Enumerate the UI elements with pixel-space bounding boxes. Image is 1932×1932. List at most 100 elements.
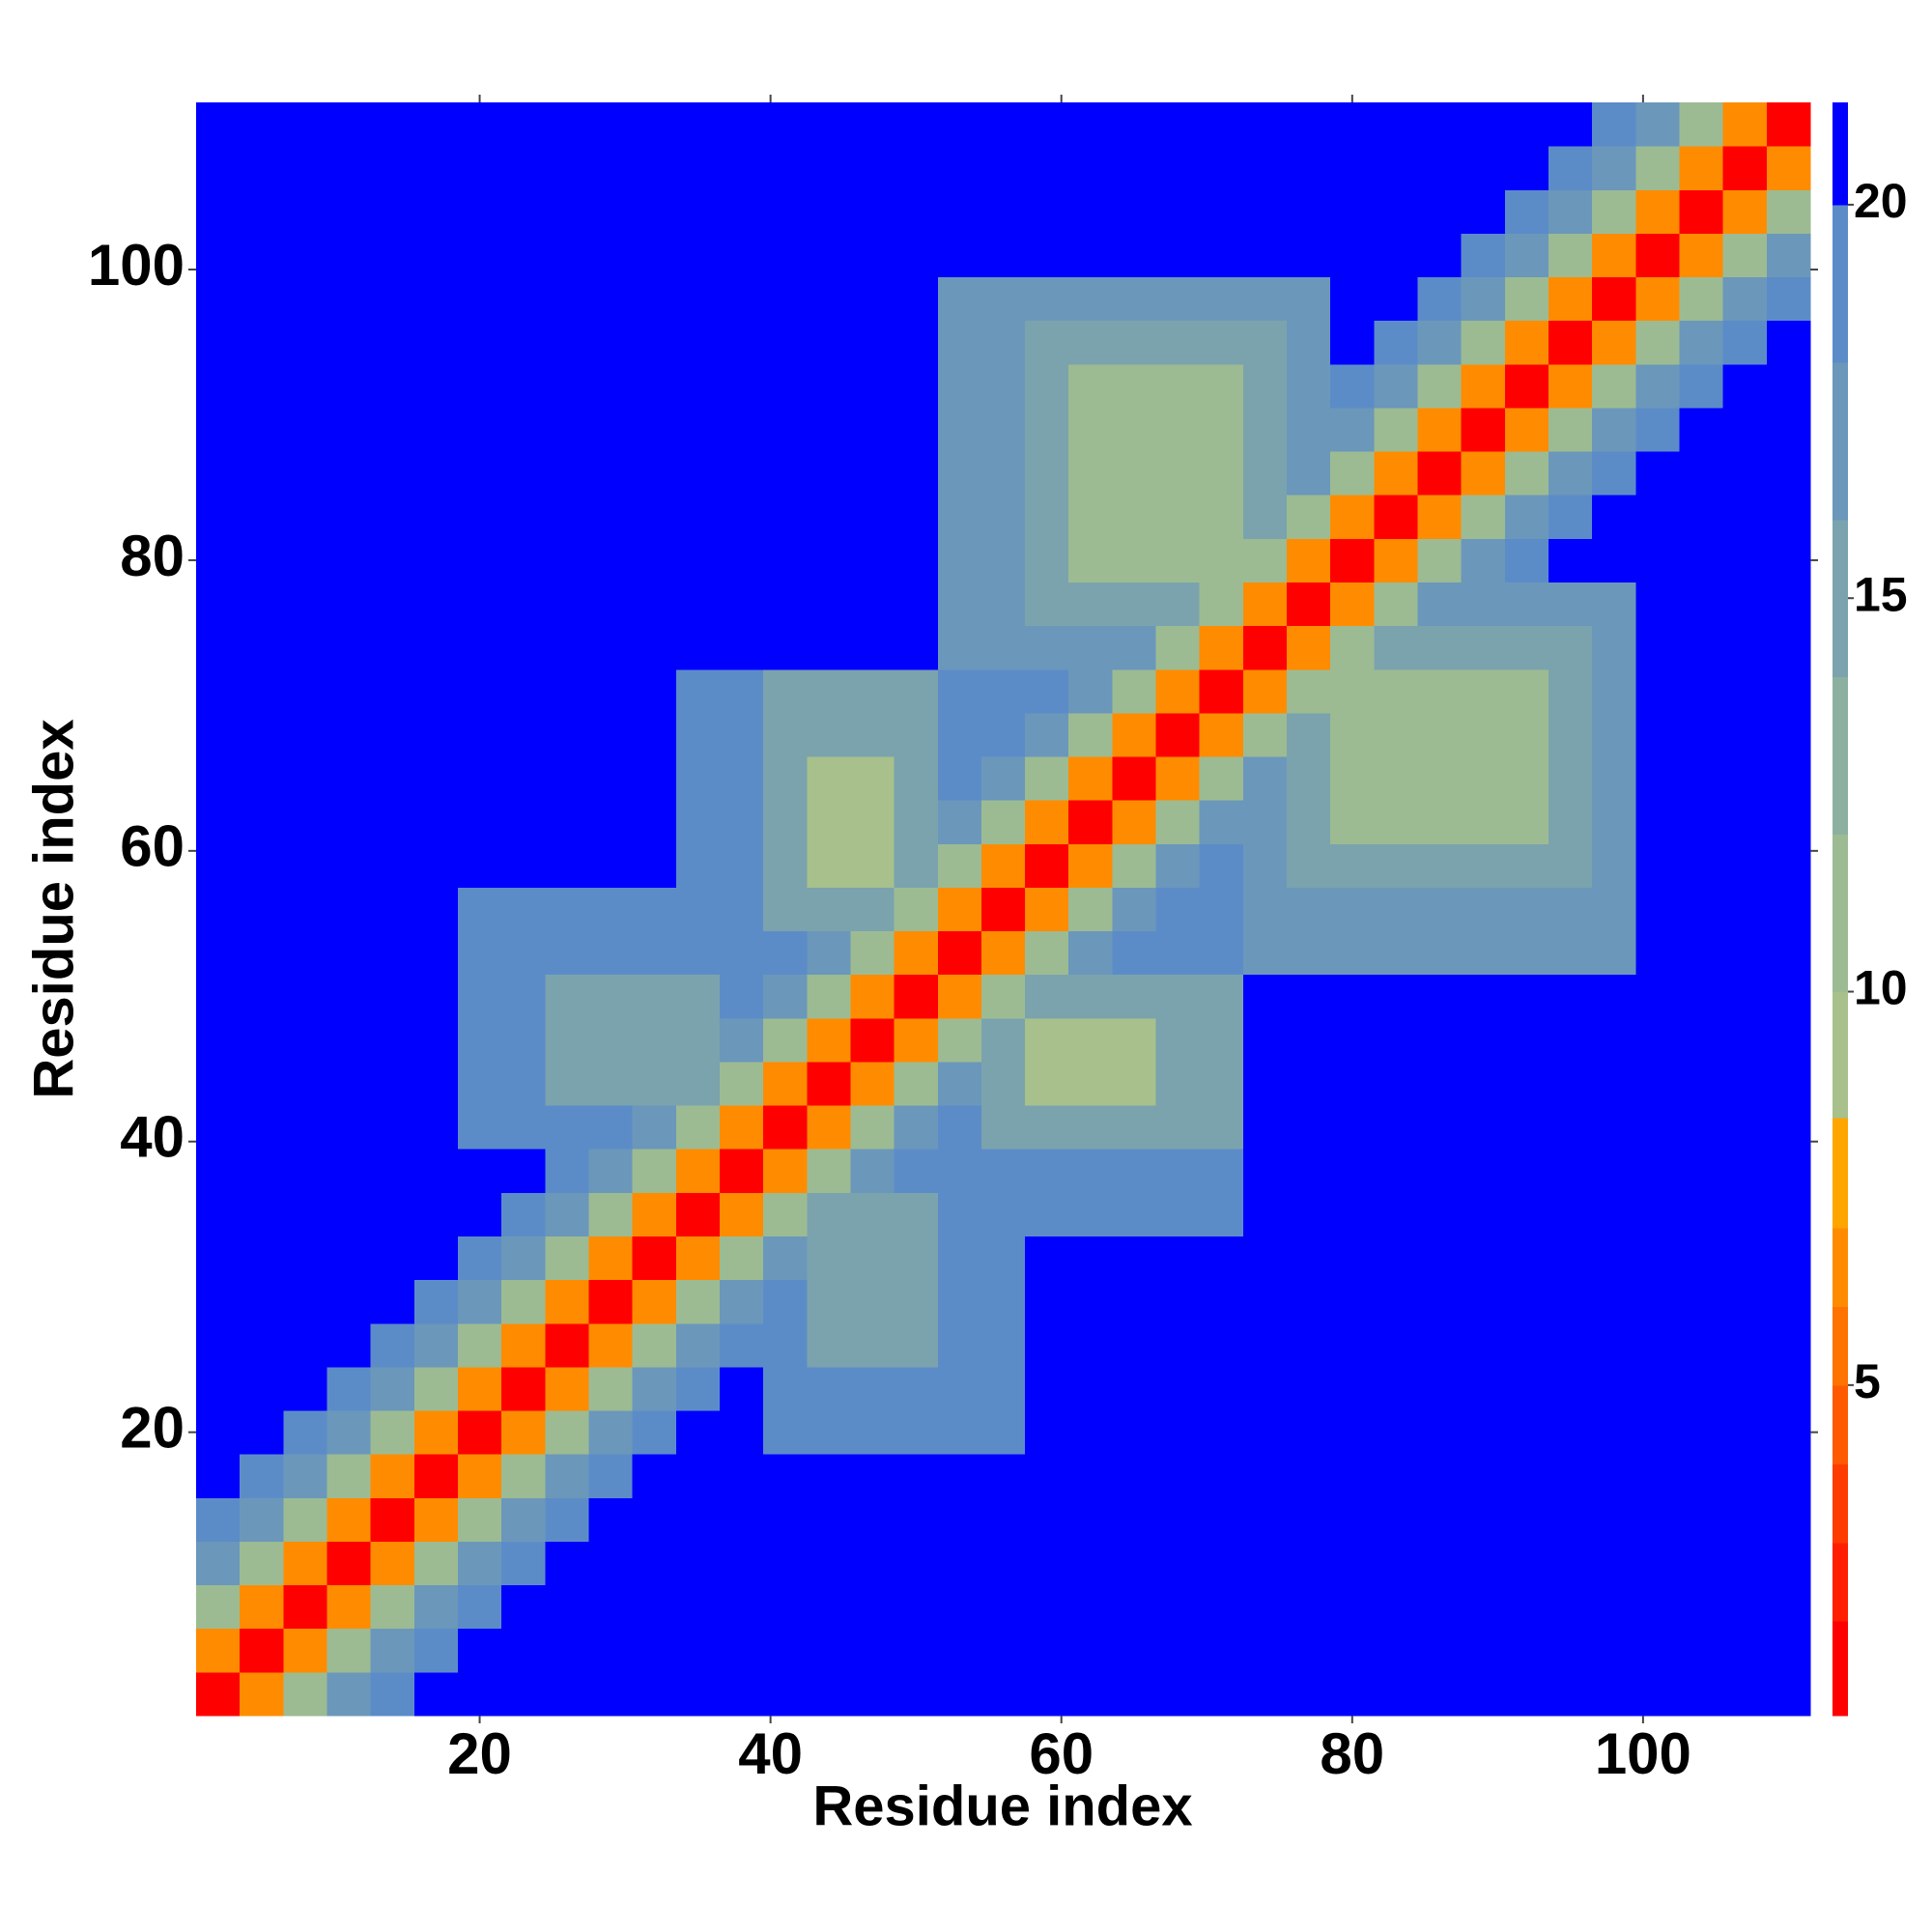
cell — [1199, 233, 1244, 278]
cell — [675, 1410, 721, 1455]
cell — [1112, 363, 1157, 409]
cell — [1374, 146, 1419, 190]
cell — [1155, 582, 1201, 627]
cell — [240, 189, 284, 234]
cell — [1330, 495, 1375, 539]
cell — [675, 1322, 721, 1368]
cell — [1461, 538, 1506, 582]
cell — [196, 1017, 241, 1063]
cell — [894, 102, 939, 147]
cell — [1199, 189, 1244, 234]
cell — [1068, 1061, 1113, 1106]
cell — [1722, 233, 1768, 278]
cell — [545, 1192, 589, 1237]
cell — [545, 1628, 589, 1673]
cell — [501, 1366, 546, 1411]
cell — [283, 189, 327, 234]
colorbar-band — [1833, 1463, 1848, 1544]
cell — [1722, 1192, 1768, 1237]
cell — [1025, 233, 1069, 278]
cell — [937, 800, 982, 844]
cell — [1330, 668, 1375, 714]
cell — [763, 538, 808, 582]
cell — [1025, 1322, 1069, 1368]
cell — [1155, 102, 1201, 147]
cell — [1068, 276, 1113, 322]
cell — [327, 538, 372, 582]
cell — [1504, 320, 1549, 365]
cell — [1025, 407, 1069, 452]
cell — [1374, 974, 1419, 1019]
cell — [1112, 974, 1157, 1019]
cell — [850, 1454, 895, 1498]
cell — [1679, 1628, 1724, 1673]
cell — [1679, 843, 1724, 888]
cell — [1548, 538, 1593, 582]
cell — [501, 1017, 546, 1063]
cell — [196, 756, 241, 801]
cell — [588, 146, 634, 190]
cell — [1155, 233, 1201, 278]
cell — [850, 538, 895, 582]
cell — [196, 451, 241, 496]
colorbar-band — [1833, 1384, 1848, 1464]
cell — [240, 712, 284, 757]
cell — [1548, 756, 1593, 801]
cell — [1287, 189, 1331, 234]
cell — [894, 451, 939, 496]
cell — [545, 495, 589, 539]
cell — [1417, 1671, 1463, 1717]
cell — [807, 1105, 851, 1150]
cell — [327, 843, 372, 888]
cell — [1504, 451, 1549, 496]
cell — [1635, 538, 1681, 582]
cell — [1548, 668, 1593, 714]
cell — [413, 1584, 459, 1630]
cell — [1068, 1628, 1113, 1673]
cell — [1461, 1454, 1506, 1498]
colorbar-band — [1833, 1621, 1848, 1717]
cell — [1155, 1017, 1201, 1063]
cell — [413, 582, 459, 627]
cell — [588, 1366, 634, 1411]
cell — [894, 1584, 939, 1630]
cell — [1374, 1628, 1419, 1673]
cell — [1112, 1105, 1157, 1150]
cell — [894, 1410, 939, 1455]
cell — [1112, 582, 1157, 627]
cell — [588, 887, 634, 932]
cell — [501, 800, 546, 844]
cell — [763, 1279, 808, 1324]
cell — [719, 1061, 764, 1106]
cell — [1199, 407, 1244, 452]
cell — [196, 1366, 241, 1411]
cell — [632, 320, 677, 365]
cell — [675, 1279, 721, 1324]
cell — [850, 1497, 895, 1542]
cell — [196, 102, 241, 147]
cell — [1504, 887, 1549, 932]
cell — [501, 974, 546, 1019]
cell — [1242, 1105, 1288, 1150]
cell — [719, 1105, 764, 1150]
cell — [1330, 800, 1375, 844]
cell — [1548, 189, 1593, 234]
cell — [1068, 1149, 1113, 1193]
cell — [763, 668, 808, 714]
cell — [1199, 1017, 1244, 1063]
cell — [1548, 1322, 1593, 1368]
cell — [632, 1322, 677, 1368]
cell — [1330, 1410, 1375, 1455]
cell — [327, 887, 372, 932]
cell — [1199, 1192, 1244, 1237]
cell — [283, 102, 327, 147]
cell — [283, 1366, 327, 1411]
cell — [1679, 276, 1724, 322]
cell — [283, 495, 327, 539]
cell — [545, 756, 589, 801]
cell — [327, 276, 372, 322]
cell — [1635, 189, 1681, 234]
cell — [1548, 800, 1593, 844]
colorbar-band — [1833, 991, 1848, 1119]
cell — [807, 1628, 851, 1673]
